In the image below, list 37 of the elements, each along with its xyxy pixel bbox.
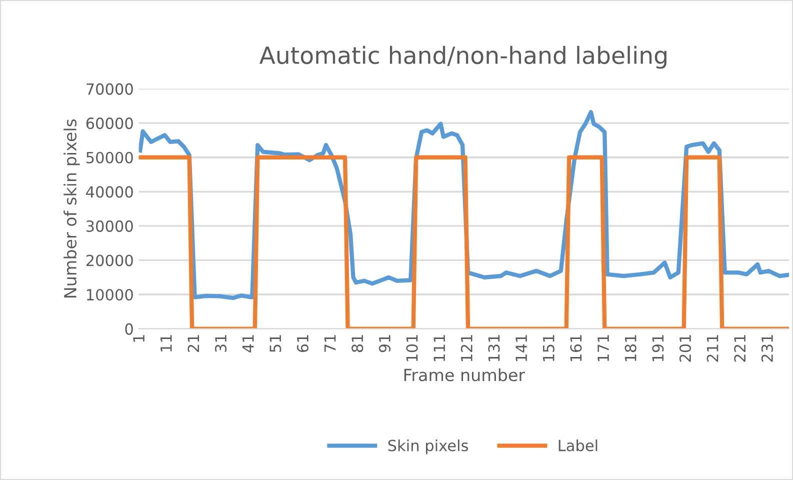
y-tick-label: 70000: [86, 83, 133, 95]
x-tick-label: 171: [598, 335, 609, 362]
x-tick-label: 181: [624, 335, 636, 362]
x-tick-label: 21: [188, 335, 199, 352]
x-tick-label: 201: [679, 335, 692, 362]
x-tick-label: 111: [434, 335, 445, 362]
y-tick-label: 10000: [86, 288, 133, 301]
x-tick-label: 221: [734, 335, 746, 362]
x-tick-label: 91: [378, 335, 390, 352]
y-tick-label: 30000: [86, 220, 133, 232]
x-tick-label: 11: [160, 335, 172, 352]
x-tick-label: 41: [242, 335, 254, 352]
x-tick-label: 1: [133, 335, 144, 342]
x-tick-label: 101: [406, 335, 418, 362]
x-axis-title: Frame number: [404, 368, 526, 382]
x-tick-label: 61: [296, 335, 309, 352]
x-tick-label: 211: [706, 335, 718, 362]
y-axis-title: Number of skin pixels: [64, 119, 80, 298]
x-tick-label: 51: [270, 335, 282, 352]
y-tick-label: 40000: [86, 186, 133, 198]
x-tick-label: 31: [214, 335, 227, 352]
x-tick-label: 151: [543, 335, 554, 362]
x-tick-label: 191: [652, 335, 664, 362]
y-tick-label: 60000: [86, 118, 133, 130]
x-tick-label: 161: [570, 335, 582, 362]
y-tick-label: 20000: [86, 254, 133, 266]
x-tick-label: 131: [488, 335, 500, 362]
legend-label: Skin pixels: [388, 439, 468, 454]
y-tick-label: 0: [125, 323, 133, 335]
x-tick-label: 121: [460, 335, 472, 362]
x-tick-label: 81: [352, 335, 364, 352]
x-tick-label: 71: [324, 335, 336, 352]
y-tick-label: 50000: [86, 152, 133, 164]
x-tick-label: 231: [761, 335, 773, 362]
chart-title: Automatic hand/non-hand labeling: [259, 46, 666, 69]
x-tick-label: 141: [516, 335, 527, 362]
legend-label: Label: [558, 439, 598, 452]
